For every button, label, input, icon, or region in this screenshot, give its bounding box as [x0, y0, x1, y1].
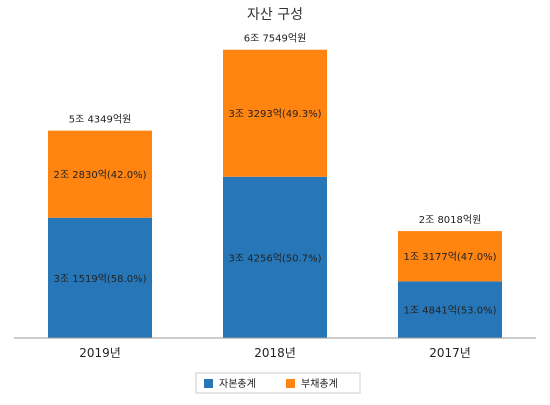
- total-label-2: 2조 8018억원: [419, 214, 482, 226]
- x-tick-label-2: 2017년: [429, 346, 471, 360]
- data-label-equity-2: 1조 4841억(53.0%): [404, 305, 497, 317]
- data-label-equity-0: 3조 1519억(58.0%): [54, 273, 147, 285]
- legend: 자본총계 부채총계: [195, 372, 361, 394]
- bar-segment-equity-1: [223, 176, 327, 338]
- data-label-liabilities-2: 1조 3177억(47.0%): [404, 251, 497, 263]
- chart-title: 자산 구성: [247, 7, 303, 23]
- x-tick-label-0: 2019년: [79, 346, 121, 360]
- legend-swatch-liabilities: [286, 379, 295, 388]
- bar-segment-equity-0: [48, 217, 152, 338]
- legend-label-liabilities: 부채총계: [301, 378, 338, 390]
- data-label-liabilities-1: 3조 3293억(49.3%): [229, 108, 322, 120]
- data-label-liabilities-0: 2조 2830억(42.0%): [54, 169, 147, 181]
- x-tick-label-1: 2018년: [254, 346, 296, 360]
- bar-segment-liabilities-0: [48, 130, 152, 218]
- bars-group: 3조 1519억(58.0%) 2조 2830억(42.0%) 5조 4349억원 3…: [48, 33, 502, 338]
- bar-segment-liabilities-1: [223, 49, 327, 177]
- total-label-0: 5조 4349억원: [69, 114, 132, 126]
- x-axis-labels: 2019년 2018년 2017년: [79, 346, 471, 360]
- legend-frame: [195, 372, 361, 394]
- legend-label-equity: 자본총계: [219, 378, 256, 390]
- bar-segment-liabilities-2: [398, 231, 502, 282]
- bar-segment-equity-2: [398, 281, 502, 338]
- data-label-equity-1: 3조 4256억(50.7%): [229, 252, 322, 264]
- total-label-1: 6조 7549억원: [244, 33, 307, 45]
- legend-swatch-equity: [204, 379, 213, 388]
